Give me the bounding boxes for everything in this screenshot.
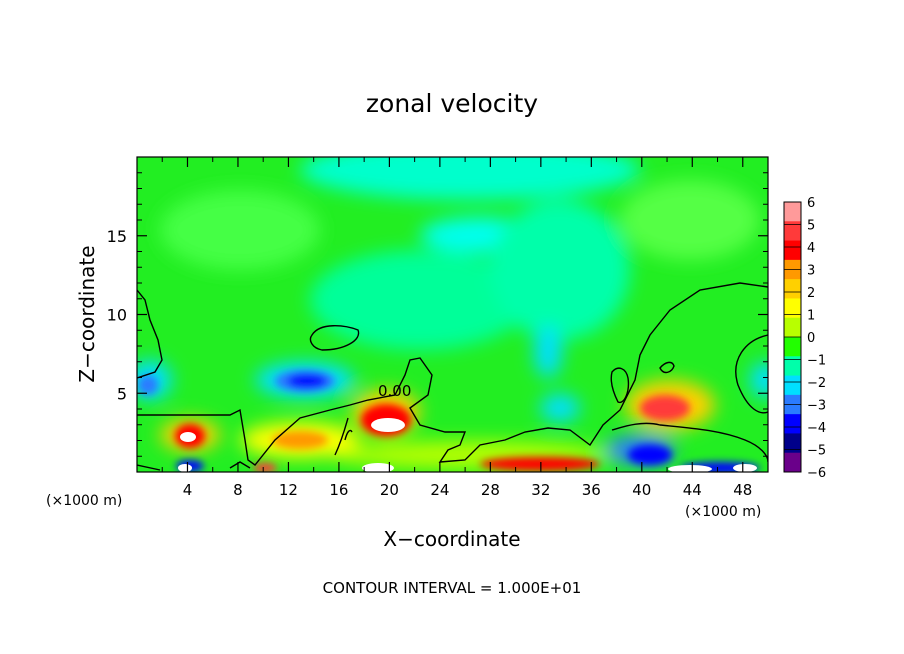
x-unit-left: (×1000 m) xyxy=(46,493,122,509)
colorbar-swatch xyxy=(784,221,801,242)
contour-line xyxy=(334,417,349,456)
colorbar-swatch xyxy=(784,414,801,434)
colorbar-swatch xyxy=(784,375,801,396)
field-blob xyxy=(287,374,327,388)
x-tick-label: 12 xyxy=(279,481,298,499)
plot-area: 0.00 xyxy=(137,157,768,472)
colorbar-label: −6 xyxy=(807,466,826,481)
contour-line xyxy=(309,325,360,351)
field-peaks xyxy=(178,418,757,472)
x-tick-label: 20 xyxy=(380,481,399,499)
field-blob xyxy=(310,250,530,350)
colorbar-swatch xyxy=(784,356,801,377)
colorbar-label: 0 xyxy=(807,331,815,346)
colorbar-label: −3 xyxy=(807,399,826,414)
field-blob xyxy=(253,463,277,472)
colorbar-swatch xyxy=(784,202,801,222)
y-tick-label: 5 xyxy=(117,384,127,403)
x-tick-label: 4 xyxy=(183,481,193,499)
field-blob xyxy=(371,418,405,432)
x-tick-label: 16 xyxy=(329,481,348,499)
contour-line xyxy=(229,461,251,469)
field-blob xyxy=(362,463,394,472)
colorbar: 6 5 4 3 2 1 0 −1 −2 −3 −4 −5 −6 xyxy=(783,196,826,481)
x-tick-label: 28 xyxy=(481,481,500,499)
field-blob xyxy=(490,200,630,340)
colorbar-label: −1 xyxy=(807,354,826,369)
x-tick-label: 8 xyxy=(233,481,243,499)
contour-line xyxy=(659,361,675,374)
colorbar-swatch xyxy=(784,240,801,261)
colorbar-label: −5 xyxy=(807,444,826,459)
field-blob xyxy=(640,395,690,421)
colorbar-swatch xyxy=(784,433,801,454)
colorbar-label: −2 xyxy=(807,376,826,391)
field-blob xyxy=(272,431,328,449)
contour-line xyxy=(137,282,768,466)
field-blob xyxy=(750,362,768,398)
x-axis: 4 8 12 16 20 24 28 32 36 40 44 48 xyxy=(161,157,752,499)
colorbar-swatch xyxy=(784,298,801,319)
contour-label: 0.00 xyxy=(378,382,411,400)
x-tick-label: 48 xyxy=(733,481,752,499)
contour-line xyxy=(137,289,163,379)
x-tick-label: 24 xyxy=(430,481,449,499)
colorbar-label: −4 xyxy=(807,421,826,436)
colorbar-label: 2 xyxy=(807,286,815,301)
field-blob xyxy=(540,394,580,422)
contour-line xyxy=(735,334,768,414)
y-tick-label: 15 xyxy=(107,227,127,246)
colorbar-swatch xyxy=(784,317,801,338)
y-axis: 5 10 15 xyxy=(107,172,768,457)
contour-interval-note: CONTOUR INTERVAL = 1.000E+01 xyxy=(323,579,582,597)
field-blob xyxy=(480,457,600,471)
colorbar-swatch xyxy=(784,279,801,299)
colorbar-swatch xyxy=(784,452,801,473)
colorbar-label: 5 xyxy=(807,219,815,234)
field-blob xyxy=(534,326,562,378)
x-unit-right: (×1000 m) xyxy=(685,504,761,520)
field-blob xyxy=(178,464,192,472)
y-axis-label: Z−coordinate xyxy=(75,245,99,382)
colorbar-label: 3 xyxy=(807,264,815,279)
colorbar-swatch xyxy=(784,337,801,357)
chart-title: zonal velocity xyxy=(366,89,538,118)
x-tick-label: 40 xyxy=(632,481,651,499)
field-blob xyxy=(628,445,672,465)
field-blob xyxy=(620,180,760,260)
field-blob xyxy=(668,465,712,472)
x-tick-label: 36 xyxy=(582,481,601,499)
field-blob xyxy=(733,464,757,472)
colorbar-label: 1 xyxy=(807,309,815,324)
field-blob xyxy=(138,375,158,395)
field-blob xyxy=(180,432,196,442)
colorbar-label: 4 xyxy=(807,241,815,256)
x-axis-label: X−coordinate xyxy=(383,527,520,551)
x-tick-label: 32 xyxy=(531,481,550,499)
field-blob xyxy=(160,190,320,270)
x-tick-label: 44 xyxy=(683,481,702,499)
contour-line xyxy=(611,422,768,463)
zero-contours xyxy=(137,282,768,471)
contour-line xyxy=(610,367,630,404)
y-tick-label: 10 xyxy=(107,306,127,325)
contour-line xyxy=(137,464,161,471)
contour-line xyxy=(344,429,353,441)
colorbar-label: 6 xyxy=(807,196,815,211)
field-blob xyxy=(300,157,640,200)
